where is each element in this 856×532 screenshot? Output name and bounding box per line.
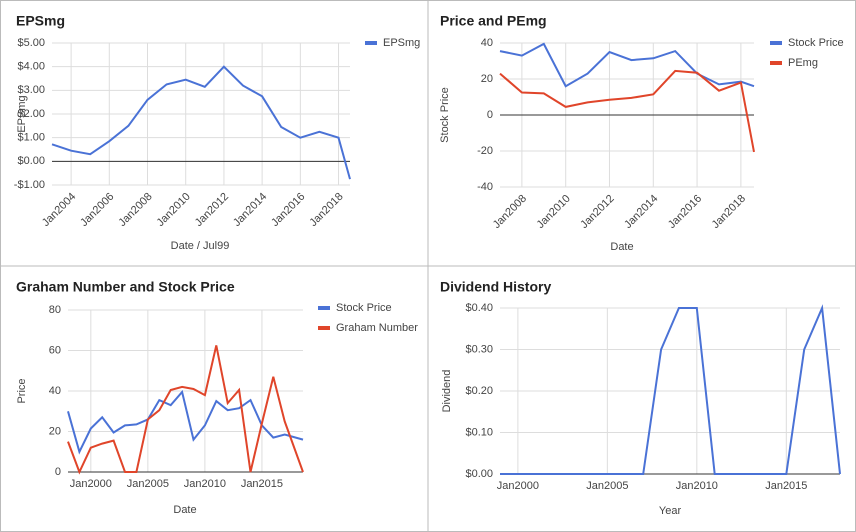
y-axis-title: Dividend xyxy=(441,370,453,413)
legend-label: Stock Price xyxy=(336,302,392,314)
legend-swatch xyxy=(318,326,330,330)
chart-title: Graham Number and Stock Price xyxy=(16,279,235,295)
y-tick-label: 60 xyxy=(49,344,61,356)
x-tick-label: Jan2018 xyxy=(710,193,748,231)
y-tick-label: -40 xyxy=(477,181,493,193)
legend-swatch xyxy=(318,306,330,310)
line-series xyxy=(499,69,755,153)
x-tick-label: Jan2010 xyxy=(155,191,193,229)
x-tick-label: Jan2016 xyxy=(269,191,307,229)
x-tick-label: Jan2005 xyxy=(127,478,169,490)
y-axis-title: EPSmg xyxy=(16,95,28,132)
y-tick-label: -$1.00 xyxy=(14,179,45,191)
line-series xyxy=(500,304,841,475)
x-tick-label: Jan2014 xyxy=(622,193,660,231)
x-tick-label: Jan2010 xyxy=(535,193,573,231)
x-tick-label: Jan2006 xyxy=(78,191,116,229)
y-tick-label: 0 xyxy=(55,466,61,478)
legend-label: EPSmg xyxy=(383,37,420,49)
y-tick-label: $1.00 xyxy=(17,132,45,144)
line-series xyxy=(499,42,755,88)
y-tick-label: 40 xyxy=(481,37,493,49)
legend-label: PEmg xyxy=(788,57,818,69)
x-tick-label: Jan2012 xyxy=(578,193,616,231)
line-series xyxy=(67,389,304,455)
y-tick-label: $0.00 xyxy=(17,155,45,167)
y-tick-label: $5.00 xyxy=(17,37,45,49)
y-tick-label: $0.20 xyxy=(465,385,493,397)
x-tick-label: Jan2005 xyxy=(586,480,628,492)
x-tick-label: Jan2018 xyxy=(307,191,345,229)
x-tick-label: Jan2010 xyxy=(676,480,718,492)
x-tick-label: Jan2015 xyxy=(765,480,807,492)
y-tick-label: 20 xyxy=(481,73,493,85)
legend-label: Graham Number xyxy=(336,322,418,334)
legend-label: Stock Price xyxy=(788,37,844,49)
x-tick-label: Jan2014 xyxy=(231,191,269,229)
legend-swatch xyxy=(770,61,782,65)
y-tick-label: $4.00 xyxy=(17,61,45,73)
x-axis-title: Date xyxy=(173,504,196,516)
y-tick-label: 40 xyxy=(49,385,61,397)
y-tick-label: 20 xyxy=(49,425,61,437)
y-axis-title: Price xyxy=(16,378,28,403)
x-tick-label: Jan2012 xyxy=(193,191,231,229)
y-tick-label: 0 xyxy=(487,109,493,121)
line-series xyxy=(67,345,304,475)
x-tick-label: Jan2008 xyxy=(116,191,154,229)
x-axis-title: Date xyxy=(610,241,633,253)
y-tick-label: $3.00 xyxy=(17,84,45,96)
y-tick-label: $0.30 xyxy=(465,343,493,355)
y-tick-label: $0.10 xyxy=(465,426,493,438)
x-axis-title: Year xyxy=(659,505,682,517)
y-tick-label: -20 xyxy=(477,145,493,157)
legend-swatch xyxy=(365,41,377,45)
x-tick-label: Jan2015 xyxy=(241,478,283,490)
x-axis-title: Date / Jul99 xyxy=(171,240,230,252)
y-tick-label: $0.00 xyxy=(465,468,493,480)
y-tick-label: $2.00 xyxy=(17,108,45,120)
y-axis-title: Stock Price xyxy=(439,87,451,143)
legend-swatch xyxy=(770,41,782,45)
line-series xyxy=(51,65,351,180)
chart-title: Price and PEmg xyxy=(440,13,547,29)
chart-title: Dividend History xyxy=(440,279,551,295)
y-tick-label: 80 xyxy=(49,304,61,316)
x-tick-label: Jan2000 xyxy=(497,480,539,492)
chart-title: EPSmg xyxy=(16,13,65,29)
y-tick-label: $0.40 xyxy=(465,302,493,314)
x-tick-label: Jan2004 xyxy=(40,191,78,229)
x-tick-label: Jan2008 xyxy=(491,193,529,231)
x-tick-label: Jan2010 xyxy=(184,478,226,490)
x-tick-label: Jan2016 xyxy=(666,193,704,231)
x-tick-label: Jan2000 xyxy=(70,478,112,490)
